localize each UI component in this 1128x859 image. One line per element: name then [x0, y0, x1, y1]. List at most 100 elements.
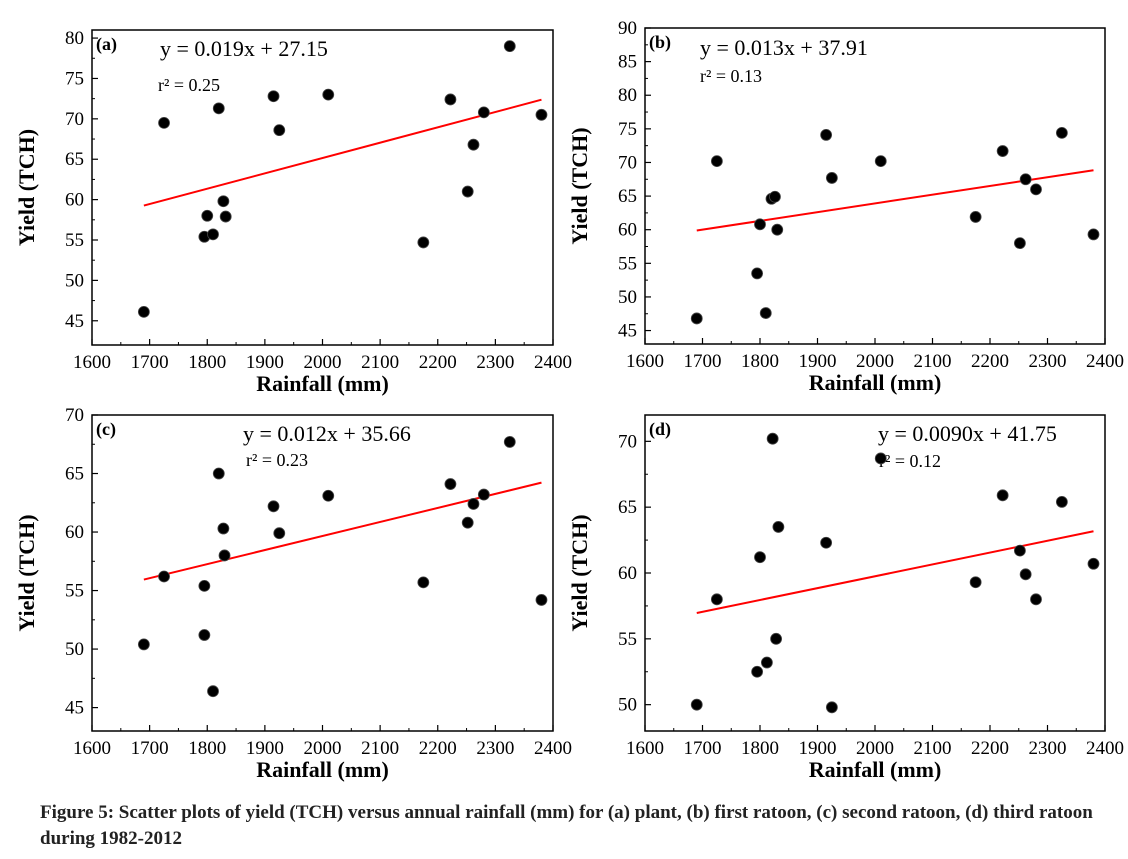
y-tick-label: 50 — [618, 695, 637, 716]
x-tick-label: 2100 — [361, 352, 399, 373]
x-tick-label: 1800 — [188, 352, 226, 373]
regression-line — [143, 98, 542, 207]
data-point — [503, 40, 516, 53]
x-tick-label: 1900 — [246, 352, 284, 373]
x-tick-label: 1600 — [73, 352, 111, 373]
x-tick-label: 2300 — [1029, 738, 1067, 759]
data-point — [759, 307, 772, 319]
data-point — [503, 436, 516, 448]
data-point — [874, 155, 887, 168]
y-tick-label: 65 — [65, 149, 84, 170]
panel-label: (c) — [96, 419, 116, 440]
data-point — [158, 116, 170, 129]
r-squared-label: r² = 0.13 — [700, 66, 762, 86]
x-tick-label: 1900 — [246, 738, 284, 759]
data-point — [769, 190, 781, 203]
panel-2: 1600 1700 1800 1900 2000 2100 2200 2300 2400 45 50… — [567, 18, 1124, 395]
x-tick-label: 2100 — [361, 738, 399, 759]
y-tick-label: 70 — [618, 152, 637, 173]
y-tick-label: 75 — [65, 68, 84, 89]
data-point — [444, 478, 457, 490]
x-tick-label: 1800 — [188, 738, 226, 759]
y-tick-label: 70 — [65, 109, 84, 130]
y-axis-title: Yield (TCH) — [14, 129, 39, 246]
y-tick-label: 50 — [65, 270, 84, 291]
scatter-plots: 1600 1700 1800 1900 2000 2100 2200 2300 2400 45 50… — [14, 18, 1124, 782]
data-point — [201, 209, 214, 222]
x-tick-label: 1900 — [799, 351, 837, 372]
data-point — [1014, 237, 1026, 250]
y-tick-label: 55 — [65, 581, 84, 602]
x-tick-label: 2400 — [534, 352, 572, 373]
data-point — [273, 527, 286, 540]
data-point — [1019, 568, 1032, 581]
data-point — [212, 467, 225, 480]
x-tick-label: 1600 — [626, 738, 664, 759]
panel-1: 1600 1700 1800 1900 2000 2100 2200 2300 2400 45 50… — [14, 28, 572, 396]
data-point — [751, 665, 764, 678]
data-point — [477, 106, 490, 119]
y-tick-label: 90 — [618, 18, 637, 39]
data-point — [754, 551, 766, 564]
data-point — [535, 594, 548, 606]
x-tick-label: 2400 — [534, 738, 572, 759]
data-point — [820, 129, 833, 141]
data-point — [1087, 228, 1100, 241]
x-tick-label: 2200 — [419, 738, 457, 759]
y-tick-label: 75 — [618, 119, 637, 140]
x-tick-label: 2200 — [971, 351, 1009, 372]
x-tick-label: 2100 — [914, 738, 952, 759]
data-point — [751, 267, 764, 280]
regression-equation: y = 0.013x + 37.91 — [700, 35, 868, 60]
data-point — [820, 536, 833, 549]
y-tick-label: 80 — [65, 28, 84, 49]
y-tick-label: 80 — [618, 85, 637, 106]
data-point — [417, 576, 430, 589]
data-point — [535, 108, 548, 121]
x-tick-label: 2000 — [856, 738, 894, 759]
plot-frame — [644, 414, 1106, 732]
data-point — [1019, 173, 1032, 186]
x-tick-label: 2000 — [304, 352, 342, 373]
data-point — [198, 629, 211, 641]
data-point — [771, 223, 784, 236]
regression-equation: y = 0.0090x + 41.75 — [878, 421, 1057, 446]
data-point — [770, 632, 782, 645]
x-tick-label: 2000 — [856, 351, 894, 372]
data-point — [761, 656, 773, 669]
panel-3: 1600 1700 1800 1900 2000 2100 2200 2300 2400 45 50… — [14, 405, 572, 782]
y-axis-title: Yield (TCH) — [567, 127, 592, 244]
r-squared-label: r² = 0.25 — [158, 75, 220, 95]
x-tick-label: 1700 — [684, 738, 722, 759]
y-tick-label: 60 — [618, 220, 637, 241]
data-point — [1087, 557, 1100, 570]
data-point — [444, 93, 457, 106]
x-tick-label: 2200 — [419, 352, 457, 373]
y-tick-label: 65 — [618, 186, 637, 207]
data-point — [137, 305, 150, 318]
data-point — [1030, 183, 1042, 196]
regression-line — [696, 530, 1094, 615]
x-tick-label: 2300 — [476, 352, 514, 373]
panel-label: (d) — [649, 419, 671, 440]
data-point — [690, 698, 703, 711]
data-point — [207, 685, 219, 698]
data-point — [996, 489, 1009, 502]
data-point — [417, 236, 430, 249]
y-axis-title: Yield (TCH) — [14, 514, 39, 631]
figure-caption: Figure 5: Scatter plots of yield (TCH) v… — [40, 802, 1093, 849]
y-tick-label: 60 — [65, 522, 84, 543]
data-point — [710, 593, 723, 606]
panel-label: (a) — [96, 34, 117, 55]
data-point — [467, 138, 480, 151]
x-axis-title: Rainfall (mm) — [809, 757, 942, 782]
x-tick-label: 1800 — [741, 351, 779, 372]
data-point — [467, 498, 480, 510]
y-tick-label: 65 — [618, 497, 637, 518]
data-point — [1014, 544, 1026, 557]
data-point — [273, 124, 286, 137]
y-tick-label: 60 — [65, 190, 84, 211]
data-point — [1055, 126, 1068, 139]
y-tick-label: 50 — [618, 287, 637, 308]
x-tick-label: 2300 — [1029, 351, 1067, 372]
